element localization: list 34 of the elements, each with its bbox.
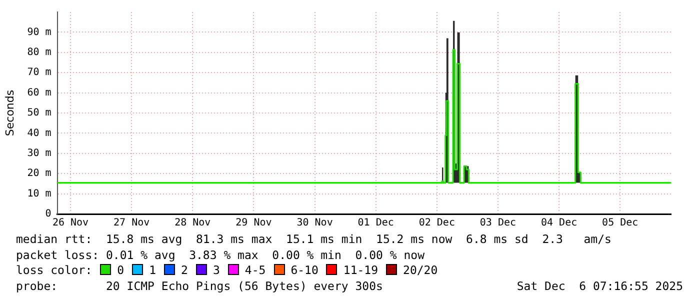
y-axis-title: Seconds (3, 90, 16, 136)
x-tick-label: 03 Dec (480, 218, 516, 229)
y-tick-label: 0 (45, 208, 52, 220)
y-tick-label: 10 m (27, 188, 52, 200)
y-tick-label: 80 m (27, 46, 52, 58)
legend-label: 20/20 (403, 263, 438, 277)
y-tick-label: 70 m (27, 67, 52, 78)
text: Sat Dec 6 07:16:55 2025 (516, 278, 683, 294)
legend-label: 3 (212, 263, 220, 277)
legend-title: loss color: (16, 263, 92, 277)
y-tick-label: 30 m (27, 148, 52, 159)
text: packet loss: 0.01 % avg 3.83 % max 0.00 % min 0.00 % now (16, 248, 424, 263)
legend-label: 4-5 (244, 263, 266, 277)
y-tick-label: 20 m (27, 168, 52, 180)
legend-label: 1 (149, 263, 156, 277)
legend-label: 11-19 (343, 263, 378, 277)
x-tick-label: 29 Nov (236, 218, 272, 229)
x-tick-label: 04 Dec (540, 218, 578, 229)
x-tick-label: 01 Dec (358, 218, 394, 229)
x-tick-label: 26 Nov (52, 218, 89, 229)
x-tick-label: 05 Dec (602, 218, 638, 229)
y-tick-label: 50 m (27, 108, 52, 119)
legend-label: 2 (181, 263, 188, 277)
y-tick-label: 90 m (27, 26, 52, 38)
legend-label: 6-10 (290, 263, 318, 277)
y-tick-label: 60 m (27, 87, 52, 98)
x-tick-label: 02 Dec (418, 218, 455, 229)
x-tick-label: 27 Nov (114, 218, 150, 229)
x-tick-label: 30 Nov (296, 218, 333, 229)
y-tick-label: 40 m (27, 128, 52, 139)
text: median rtt: 15.8 ms avg 81.3 ms max 15.1 ms min 15.2 ms now 6.8 ms sd 2.3 am/s (16, 232, 612, 248)
legend-label: 0 (117, 263, 124, 277)
x-tick-label: 28 Nov (174, 218, 211, 229)
text: probe: 20 ICMP Echo Pings (56 Bytes) every 300s (16, 278, 383, 294)
